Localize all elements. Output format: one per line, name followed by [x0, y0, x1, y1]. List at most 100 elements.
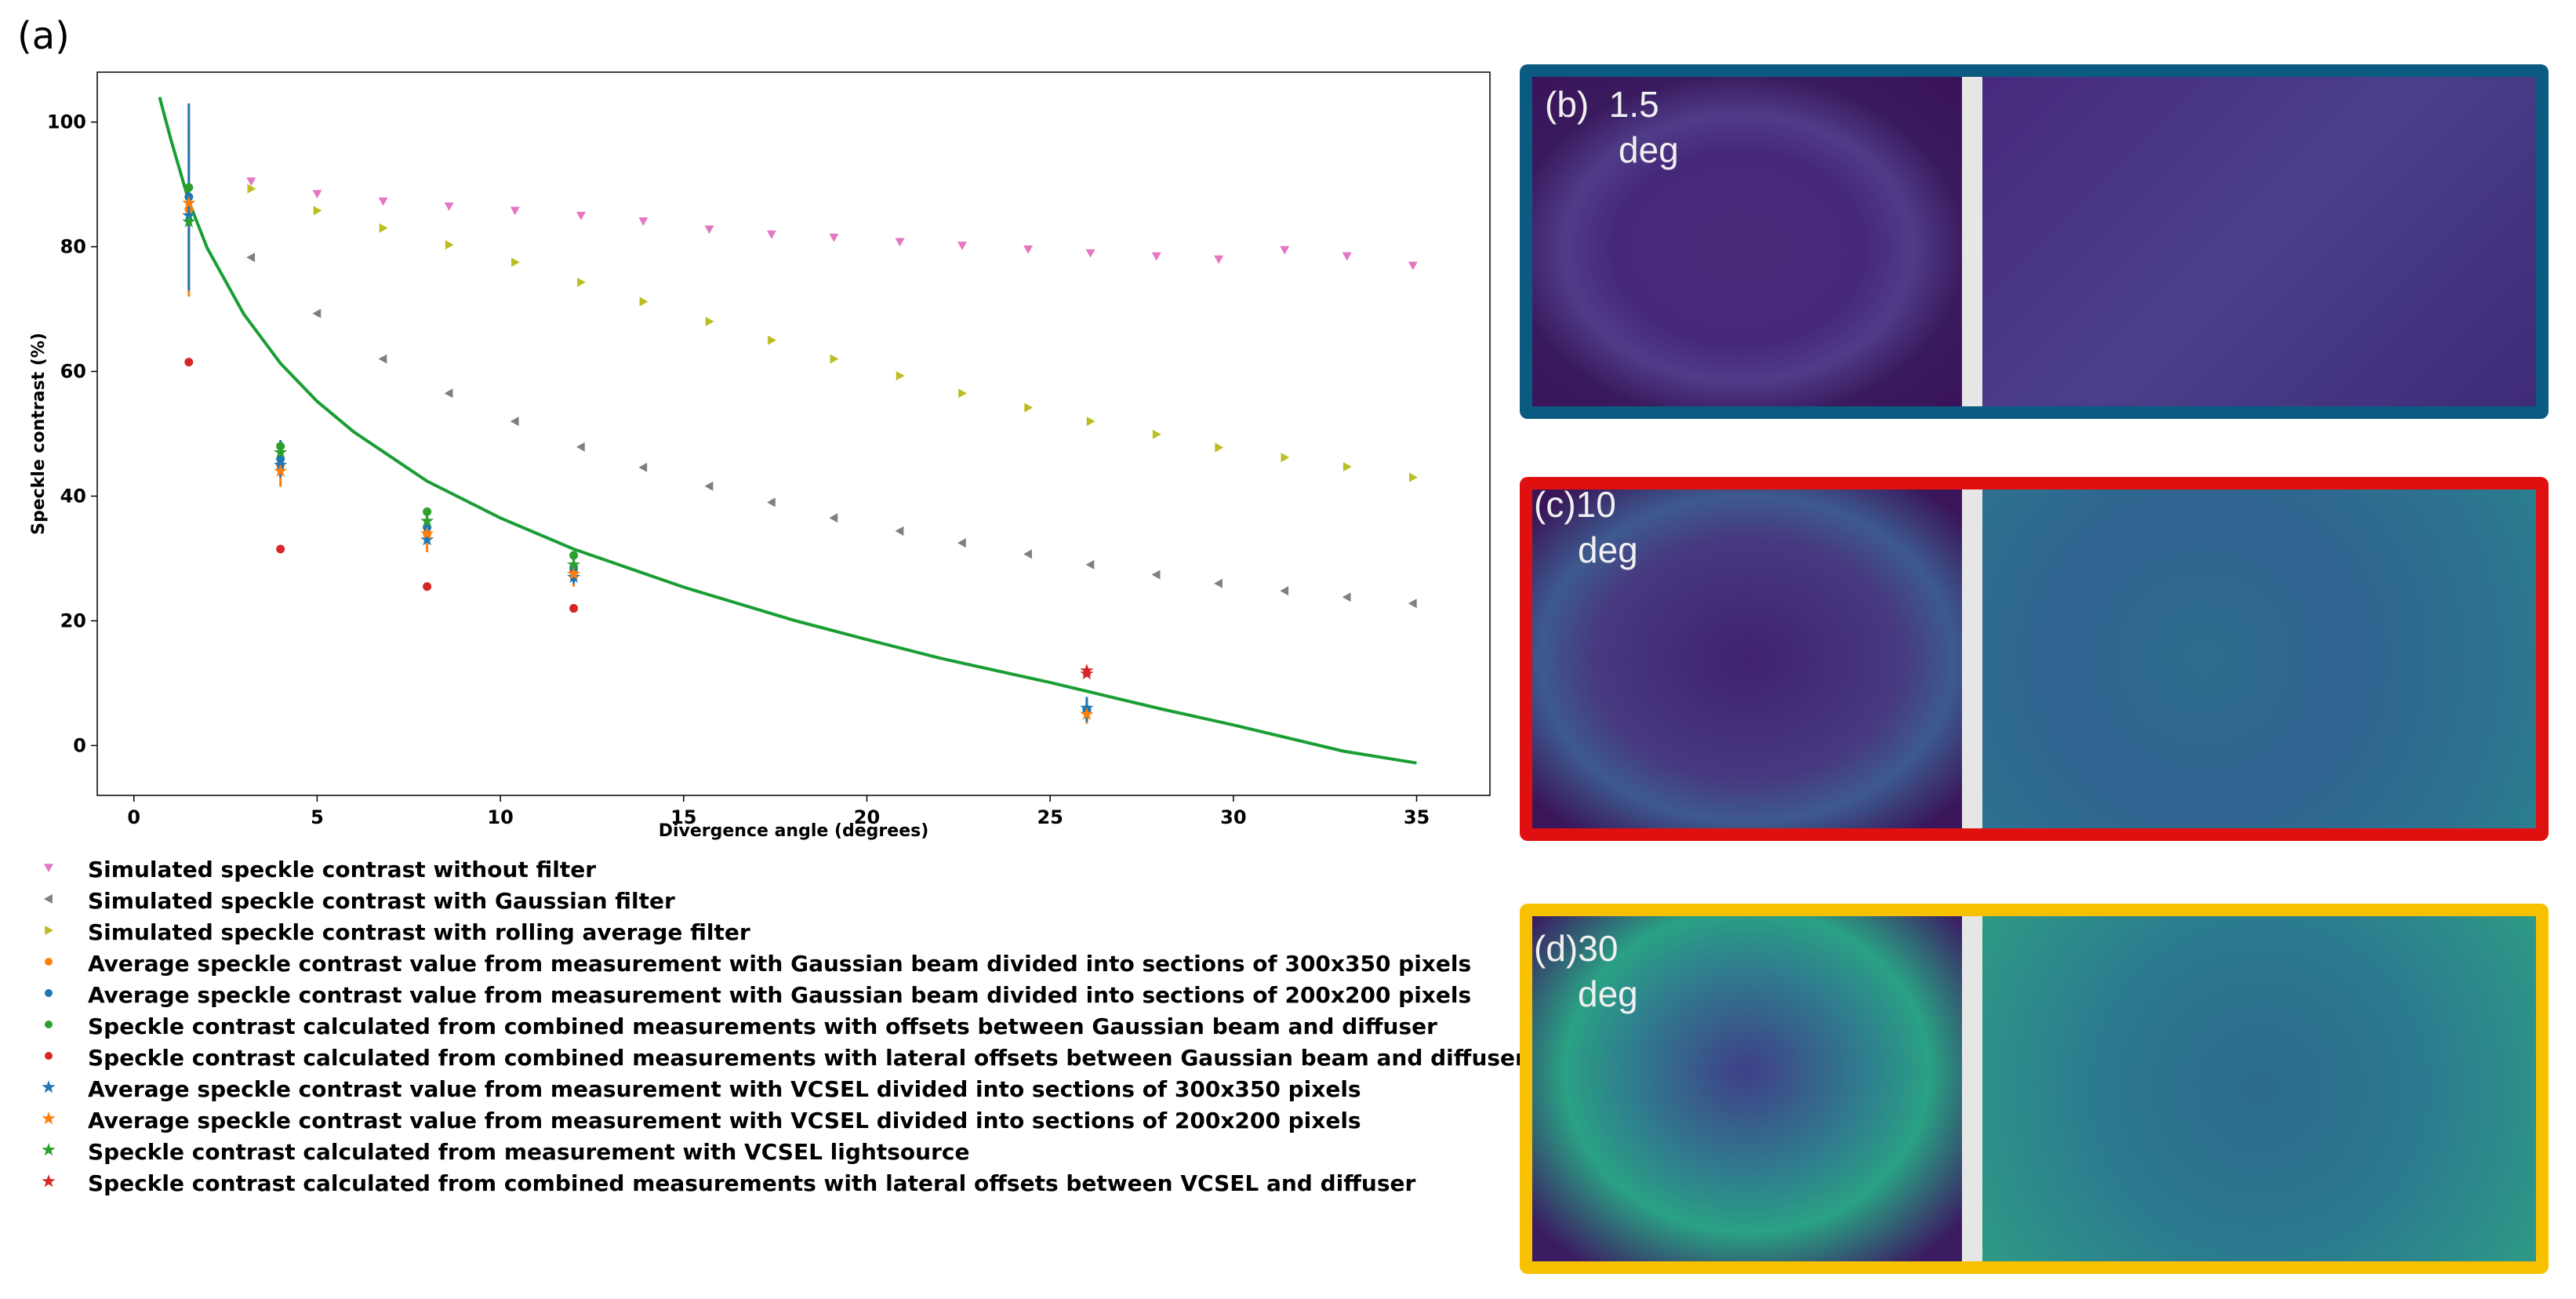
legend-marker-shape	[44, 894, 53, 904]
angle-unit: deg	[1619, 129, 1679, 170]
legend-marker-shape	[44, 864, 53, 872]
legend-marker-shape	[45, 926, 53, 935]
panel-label: (c)10 deg	[1534, 482, 1638, 573]
legend-label: Speckle contrast calculated from combine…	[88, 1045, 1526, 1071]
y-tick-label: 20	[60, 609, 86, 631]
data-point	[1408, 261, 1418, 271]
series-5	[184, 183, 579, 560]
image-separator	[1962, 489, 1982, 828]
legend-marker	[44, 894, 53, 904]
data-point	[1023, 549, 1032, 559]
data-point	[1281, 453, 1290, 463]
series-4	[184, 103, 1092, 722]
data-point	[577, 277, 586, 287]
y-tick-label: 0	[73, 734, 86, 756]
data-point	[1080, 664, 1094, 677]
series-1	[246, 253, 1417, 609]
data-point	[1214, 255, 1224, 264]
legend-marker-shape	[42, 1080, 56, 1093]
divergence-angle: 10	[1575, 484, 1616, 525]
speckle-images	[1532, 77, 2536, 406]
legend-label: Average speckle contrast value from meas…	[88, 1076, 1361, 1102]
series-2	[247, 184, 1418, 482]
image-panel-b: (b) 1.5 deg	[1520, 64, 2549, 419]
data-point	[182, 214, 196, 227]
data-point	[576, 442, 585, 452]
x-axis-ticks: 0 5 10 15 20 25 30 35	[127, 795, 1430, 828]
data-point	[1024, 402, 1034, 413]
data-point	[829, 513, 838, 523]
legend-marker	[45, 958, 53, 966]
data-point	[184, 358, 194, 367]
legend-label: Average speckle contrast value from meas…	[88, 951, 1472, 977]
data-point	[704, 481, 714, 491]
x-tick-label: 5	[311, 806, 324, 828]
fit-curve-group	[158, 96, 1417, 765]
data-point	[444, 388, 453, 398]
data-point	[895, 238, 905, 247]
data-point	[313, 206, 322, 216]
data-point	[569, 551, 579, 560]
data-points	[182, 103, 1418, 724]
data-point	[1215, 442, 1224, 453]
data-point	[639, 297, 649, 307]
data-point	[704, 225, 714, 235]
y-axis-title: Speckle contrast (%)	[29, 333, 49, 535]
legend-marker-shape	[42, 1112, 56, 1125]
data-point	[567, 557, 581, 571]
angle-unit: deg	[1578, 973, 1638, 1014]
data-point	[768, 335, 776, 345]
speckle-zoom-image	[1982, 489, 2536, 828]
panel-a-label: (a)	[17, 14, 70, 58]
x-tick-label: 25	[1037, 806, 1063, 828]
legend-item: Speckle contrast calculated from combine…	[39, 1167, 1529, 1199]
series-10	[1080, 664, 1094, 680]
y-tick-label: 40	[60, 485, 86, 507]
speckle-zoom-image	[1982, 77, 2536, 406]
data-point	[569, 604, 579, 613]
data-point	[1214, 578, 1223, 588]
data-point	[247, 184, 256, 194]
speckle-zoom-image	[1982, 916, 2536, 1261]
data-point	[1342, 462, 1352, 472]
data-point	[1342, 592, 1351, 602]
panel-letter: (d)	[1534, 928, 1579, 969]
legend-marker	[44, 864, 53, 872]
data-point	[1342, 252, 1352, 261]
data-point	[420, 514, 434, 527]
data-point	[246, 253, 256, 263]
data-point	[1280, 246, 1290, 255]
series-8	[182, 195, 1094, 720]
speckle-images	[1532, 489, 2536, 828]
data-point	[766, 497, 776, 508]
plot-frame	[96, 71, 1491, 796]
legend-label: Speckle contrast calculated from measure…	[88, 1139, 970, 1165]
fit-curve	[158, 96, 1417, 765]
legend-marker-shape	[45, 1052, 53, 1060]
beam-profile-image	[1532, 489, 1962, 828]
data-point	[184, 183, 194, 192]
legend-marker-shape	[45, 989, 53, 997]
divergence-angle: 30	[1578, 928, 1619, 969]
data-point	[444, 202, 454, 211]
speckle-images	[1532, 916, 2536, 1261]
legend-label: Average speckle contrast value from meas…	[88, 982, 1472, 1008]
x-tick-label: 30	[1220, 806, 1246, 828]
data-point	[1085, 249, 1095, 258]
data-point	[1151, 252, 1161, 261]
data-point	[420, 533, 434, 546]
data-point	[423, 507, 432, 516]
image-separator	[1962, 77, 1982, 406]
data-point	[766, 230, 776, 239]
x-tick-label: 35	[1404, 806, 1430, 828]
legend-marker	[42, 1080, 56, 1093]
data-point	[1408, 599, 1417, 609]
legend-label: Simulated speckle contrast with rolling …	[88, 919, 750, 945]
data-point	[510, 206, 520, 216]
panel-letter: (b)	[1545, 84, 1590, 125]
data-point	[830, 354, 839, 364]
legend-item: Average speckle contrast value from meas…	[39, 979, 1529, 1010]
series-9	[182, 214, 581, 571]
data-point	[378, 354, 387, 364]
data-point	[1152, 429, 1161, 439]
